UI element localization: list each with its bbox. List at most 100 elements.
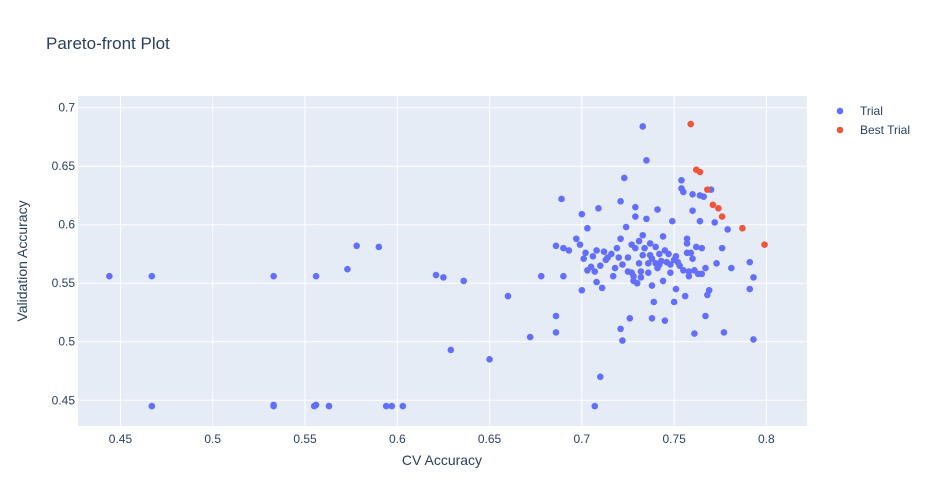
- trial-point[interactable]: [578, 286, 586, 294]
- trial-point[interactable]: [619, 261, 626, 268]
- trial-point[interactable]: [596, 373, 604, 381]
- trial-point[interactable]: [608, 250, 615, 258]
- trial-point[interactable]: [676, 262, 683, 269]
- trial-point[interactable]: [713, 260, 720, 267]
- trial-point[interactable]: [672, 285, 680, 293]
- trial-point[interactable]: [635, 237, 643, 245]
- trial-point[interactable]: [633, 279, 641, 287]
- trial-point[interactable]: [106, 272, 113, 280]
- trial-point[interactable]: [565, 247, 573, 254]
- best-trial-point[interactable]: [718, 213, 726, 220]
- trial-point[interactable]: [700, 193, 707, 200]
- trial-point[interactable]: [591, 268, 599, 275]
- trial-point[interactable]: [646, 240, 654, 247]
- trial-point[interactable]: [639, 251, 647, 259]
- best-trial-point[interactable]: [687, 120, 695, 128]
- trial-point[interactable]: [270, 401, 277, 409]
- trial-point[interactable]: [667, 269, 674, 277]
- trial-point[interactable]: [654, 206, 661, 213]
- trial-point[interactable]: [270, 272, 277, 280]
- trial-point[interactable]: [650, 298, 658, 306]
- trial-point[interactable]: [687, 249, 695, 257]
- trial-point[interactable]: [689, 255, 696, 262]
- trial-point[interactable]: [644, 260, 652, 267]
- trial-point[interactable]: [593, 278, 600, 286]
- trial-point[interactable]: [598, 284, 606, 292]
- trial-point[interactable]: [440, 274, 447, 281]
- trial-point[interactable]: [668, 217, 676, 225]
- trial-point[interactable]: [750, 336, 757, 343]
- trial-point[interactable]: [148, 272, 156, 280]
- trial-point[interactable]: [325, 402, 333, 410]
- trial-point[interactable]: [702, 312, 709, 320]
- trial-point[interactable]: [750, 274, 757, 281]
- trial-point[interactable]: [580, 255, 587, 262]
- trial-point[interactable]: [643, 157, 650, 164]
- trial-point[interactable]: [656, 250, 663, 258]
- trial-point[interactable]: [617, 325, 624, 333]
- trial-point[interactable]: [576, 241, 584, 248]
- trial-point[interactable]: [552, 329, 560, 336]
- best-trial-point[interactable]: [709, 201, 717, 209]
- trial-point[interactable]: [641, 244, 648, 252]
- trial-point[interactable]: [600, 248, 608, 255]
- trial-point[interactable]: [617, 198, 624, 205]
- trial-point[interactable]: [639, 123, 647, 130]
- trial-point[interactable]: [537, 272, 545, 280]
- trial-point[interactable]: [447, 346, 455, 354]
- trial-point[interactable]: [460, 277, 468, 285]
- trial-point[interactable]: [591, 402, 599, 410]
- trial-point[interactable]: [718, 244, 726, 252]
- trial-point[interactable]: [632, 203, 639, 211]
- trial-point[interactable]: [728, 264, 735, 272]
- trial-point[interactable]: [560, 272, 567, 280]
- trial-point[interactable]: [620, 174, 628, 182]
- trial-point[interactable]: [312, 401, 320, 409]
- trial-point[interactable]: [648, 255, 656, 262]
- trial-point[interactable]: [644, 269, 652, 277]
- trial-point[interactable]: [637, 274, 645, 281]
- trial-point[interactable]: [617, 235, 624, 243]
- trial-point[interactable]: [705, 286, 713, 294]
- trial-point[interactable]: [635, 260, 643, 267]
- trial-point[interactable]: [558, 195, 565, 203]
- trial-point[interactable]: [622, 223, 630, 231]
- trial-point[interactable]: [667, 261, 674, 268]
- trial-point[interactable]: [611, 264, 619, 272]
- trial-point[interactable]: [312, 272, 320, 280]
- trial-point[interactable]: [648, 315, 656, 322]
- trial-point[interactable]: [696, 217, 704, 225]
- trial-point[interactable]: [643, 215, 650, 223]
- trial-point[interactable]: [344, 265, 351, 273]
- trial-point[interactable]: [148, 402, 156, 410]
- trial-point[interactable]: [375, 243, 383, 251]
- trial-point[interactable]: [432, 271, 440, 279]
- trial-point[interactable]: [652, 243, 659, 251]
- trial-point[interactable]: [680, 188, 687, 196]
- trial-point[interactable]: [609, 272, 617, 280]
- trial-point[interactable]: [587, 263, 595, 271]
- trial-point[interactable]: [560, 244, 567, 252]
- trial-point[interactable]: [632, 244, 639, 252]
- trial-point[interactable]: [724, 226, 731, 233]
- trial-point[interactable]: [584, 224, 591, 232]
- trial-point[interactable]: [689, 207, 696, 214]
- trial-point[interactable]: [486, 355, 493, 363]
- trial-point[interactable]: [680, 267, 687, 274]
- trial-point[interactable]: [672, 253, 680, 260]
- trial-point[interactable]: [595, 205, 602, 212]
- best-trial-point[interactable]: [715, 205, 722, 212]
- trial-point[interactable]: [657, 257, 665, 265]
- trial-point[interactable]: [702, 264, 709, 272]
- legend-item-trial[interactable]: Trial: [836, 104, 883, 118]
- trial-point[interactable]: [639, 231, 647, 239]
- legend-item-best-trial[interactable]: Best Trial: [836, 123, 910, 137]
- trial-point[interactable]: [573, 235, 580, 243]
- trial-point[interactable]: [685, 272, 693, 280]
- trial-point[interactable]: [670, 298, 678, 306]
- trial-point[interactable]: [613, 244, 621, 252]
- trial-point[interactable]: [388, 402, 396, 410]
- trial-point[interactable]: [504, 292, 512, 300]
- trial-point[interactable]: [689, 190, 696, 198]
- trial-point[interactable]: [698, 270, 706, 278]
